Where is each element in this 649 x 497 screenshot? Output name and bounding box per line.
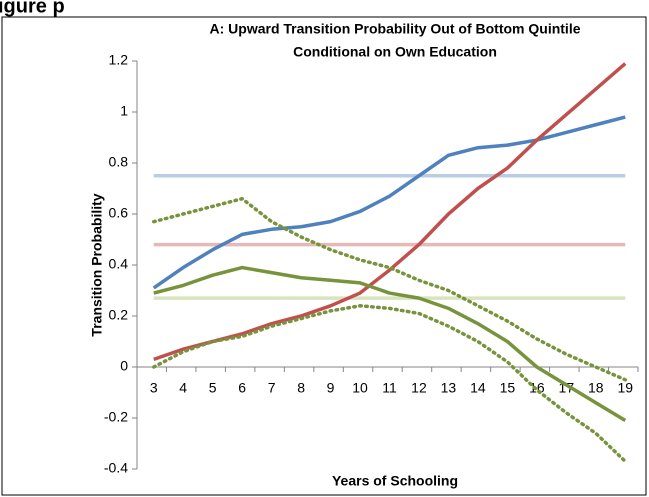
series-line [152,115,626,290]
y-tick-label: 0.6 [109,205,129,221]
chart-title: Conditional on Own Education [293,44,497,60]
y-tick-label: 0.4 [109,256,129,272]
y-tick-label: 0.2 [109,307,129,323]
chart-title: A: Upward Transition Probability Out of … [210,21,581,37]
x-tick-label: 3 [150,380,158,396]
x-tick-label: 18 [588,380,604,396]
series-line [151,304,628,464]
x-tick-label: 7 [268,380,276,396]
x-tick-label: 19 [617,380,633,396]
x-tick-label: 5 [209,380,217,396]
x-tick-label: 14 [470,380,486,396]
x-axis-title: Years of Schooling [332,473,458,489]
series-line [153,265,627,423]
series-line [151,196,628,382]
y-tick-label: -0.2 [104,409,128,425]
y-tick-label: 0.8 [109,154,129,170]
y-tick-label: 0 [120,358,128,374]
header-fragment: igure p [0,0,65,17]
y-axis-title: Transition Probability [89,193,105,336]
x-tick-label: 10 [352,380,368,396]
x-tick-label: 12 [411,380,427,396]
chart-frame [1,16,647,496]
x-tick-label: 11 [382,380,397,396]
x-tick-label: 15 [500,380,516,396]
y-tick-label: 1.2 [109,52,129,68]
x-tick-label: 6 [238,380,246,396]
x-tick-label: 13 [441,380,457,396]
x-tick-label: 9 [327,380,335,396]
x-tick-label: 16 [529,380,545,396]
x-tick-label: 8 [297,380,305,396]
y-tick-label: -0.4 [104,460,128,476]
x-tick-label: 4 [179,380,187,396]
y-tick-label: 1 [120,103,128,119]
